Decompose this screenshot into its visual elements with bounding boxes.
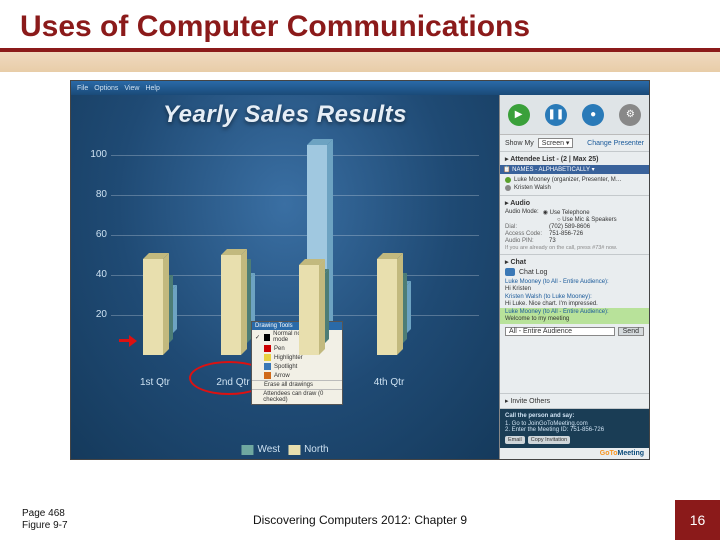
title-band bbox=[0, 52, 720, 72]
tool-pen[interactable]: Pen bbox=[252, 344, 342, 353]
invite-instruction: Call the person and say: bbox=[505, 413, 644, 419]
invite-panel: Call the person and say: 1. Go to JoinGo… bbox=[500, 409, 649, 448]
play-icon[interactable]: ▶ bbox=[508, 104, 530, 126]
access-value: 751-856-726 bbox=[549, 231, 583, 237]
menu-options[interactable]: Options bbox=[94, 85, 118, 92]
chat-icon bbox=[505, 268, 515, 276]
attendee-section: ▸ Attendee List - (2 | Max 25) 📋 NAMES -… bbox=[500, 152, 649, 196]
menu-file[interactable]: File bbox=[77, 85, 88, 92]
drawing-tools-popup[interactable]: Drawing Tools ✓Normal non-drawing modePe… bbox=[251, 321, 343, 405]
mic-icon[interactable]: ● bbox=[582, 104, 604, 126]
menu-view[interactable]: View bbox=[124, 85, 139, 92]
slide-title: Uses of Computer Communications bbox=[0, 0, 720, 48]
pin-value: 73 bbox=[549, 238, 556, 244]
bar-north-1stQtr bbox=[143, 259, 163, 355]
chat-log-label: Chat Log bbox=[519, 269, 547, 276]
chart-legend: West North bbox=[241, 444, 328, 455]
attendee-sort[interactable]: 📋 NAMES - ALPHABETICALLY ▾ bbox=[500, 165, 649, 174]
attendee-header[interactable]: ▸ Attendee List - (2 | Max 25) bbox=[505, 155, 644, 163]
tool-highlighter[interactable]: Highlighter bbox=[252, 353, 342, 362]
x-label-3: 4th Qtr bbox=[359, 377, 419, 388]
invite-copy-button[interactable]: Copy Invitation bbox=[528, 436, 570, 444]
audio-note: If you are already on the call, press #7… bbox=[505, 245, 644, 251]
dial-label: Dial: bbox=[505, 224, 545, 230]
page-number: 16 bbox=[675, 500, 720, 540]
chat-message: Luke Mooney (to All - Entire Audience):W… bbox=[500, 308, 649, 323]
chat-send-button[interactable]: Send bbox=[618, 327, 644, 336]
audio-section: ▸ Audio Audio Mode: ◉ Use Telephone ○ Us… bbox=[500, 196, 649, 255]
embedded-window: File Options View Help ON AIRShowing Scr… bbox=[70, 80, 650, 460]
show-my-dropdown[interactable]: Screen ▾ bbox=[538, 138, 574, 148]
gear-icon[interactable]: ⚙ bbox=[619, 104, 641, 126]
show-my-label: Show My bbox=[505, 140, 534, 147]
dial-value: (702) 589-8606 bbox=[549, 224, 590, 230]
audio-mode-label: Audio Mode: bbox=[505, 209, 539, 216]
chat-header[interactable]: ▸ Chat bbox=[505, 258, 644, 266]
chat-section: ▸ Chat Chat Log Luke Mooney (to All - En… bbox=[500, 255, 649, 394]
brand-label: GoToMeeting bbox=[500, 448, 649, 459]
invite-section[interactable]: ▸ Invite Others bbox=[500, 394, 649, 409]
attendees-can-draw[interactable]: Attendees can draw (0 checked) bbox=[263, 391, 339, 403]
pin-label: Audio PIN: bbox=[505, 238, 545, 244]
audio-opt-mic[interactable]: ○ Use Mic & Speakers bbox=[557, 217, 617, 223]
invite-email-button[interactable]: Email bbox=[505, 436, 525, 444]
change-presenter-link[interactable]: Change Presenter bbox=[587, 140, 644, 147]
x-label-0: 1st Qtr bbox=[125, 377, 185, 388]
access-label: Access Code: bbox=[505, 231, 545, 237]
slide-footer: Page 468 Figure 9-7 Discovering Computer… bbox=[0, 500, 720, 540]
chart-pane: Yearly Sales Results 204060801001st Qtr2… bbox=[71, 95, 499, 459]
pause-icon[interactable]: ❚❚ bbox=[545, 104, 567, 126]
chart-title: Yearly Sales Results bbox=[71, 101, 499, 129]
bar-north-4thQtr bbox=[377, 259, 397, 355]
invite-line-2: 2. Enter the Meeting ID: 751-856-726 bbox=[505, 427, 644, 433]
attendee-row[interactable]: Luke Mooney (organizer, Presenter, M… bbox=[505, 176, 644, 184]
tool-spotlight[interactable]: Spotlight bbox=[252, 362, 342, 371]
chat-message: Luke Mooney (to All - Entire Audience):H… bbox=[505, 278, 644, 293]
bar-north-2ndQtr bbox=[221, 255, 241, 355]
tool-arrow[interactable]: Arrow bbox=[252, 371, 342, 380]
control-top-bar: ▶ ❚❚ ● ⚙ bbox=[500, 95, 649, 135]
audio-opt-telephone[interactable]: ◉ Use Telephone bbox=[543, 209, 590, 216]
window-titlebar: File Options View Help bbox=[71, 81, 649, 95]
bar-north-3rdQtr bbox=[299, 265, 319, 355]
menu-help[interactable]: Help bbox=[145, 85, 159, 92]
audio-header[interactable]: ▸ Audio bbox=[505, 199, 644, 207]
chat-send-to[interactable]: All - Entire Audience bbox=[505, 327, 615, 336]
legend-north: North bbox=[288, 444, 328, 455]
footer-title: Discovering Computers 2012: Chapter 9 bbox=[0, 513, 720, 527]
chat-message: Kristen Walsh (to Luke Mooney):Hi Luke. … bbox=[505, 293, 644, 308]
legend-west: West bbox=[241, 444, 280, 455]
control-panel: ▶❚❚●⚙ Show My Screen ▾ Change Presenter … bbox=[499, 95, 649, 459]
erase-drawings[interactable]: Erase all drawings bbox=[264, 382, 313, 388]
attendee-row[interactable]: Kristen Walsh bbox=[505, 184, 644, 192]
show-my-section: Show My Screen ▾ Change Presenter bbox=[500, 135, 649, 152]
